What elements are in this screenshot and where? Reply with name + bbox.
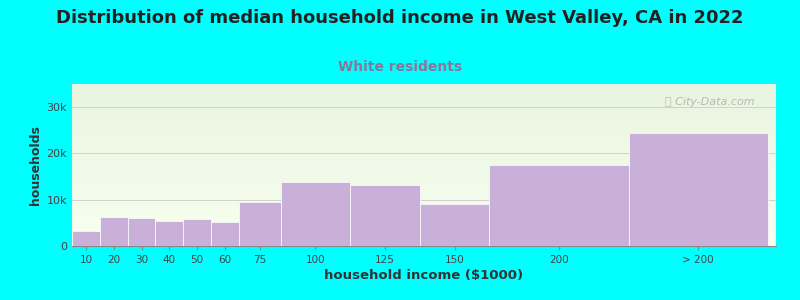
Bar	[100, 217, 128, 246]
Bar	[211, 222, 239, 246]
Text: Distribution of median household income in West Valley, CA in 2022: Distribution of median household income …	[56, 9, 744, 27]
Bar	[420, 204, 490, 246]
Text: White residents: White residents	[338, 60, 462, 74]
Bar	[350, 185, 420, 246]
Bar	[72, 231, 100, 246]
Bar	[183, 219, 211, 246]
Text: Ⓢ City-Data.com: Ⓢ City-Data.com	[666, 97, 755, 107]
Bar	[128, 218, 155, 246]
Bar	[155, 220, 183, 246]
Bar	[490, 165, 629, 246]
Bar	[281, 182, 350, 246]
Bar	[239, 202, 281, 246]
X-axis label: household income ($1000): household income ($1000)	[325, 269, 523, 282]
Y-axis label: households: households	[30, 125, 42, 205]
Bar	[629, 133, 768, 246]
